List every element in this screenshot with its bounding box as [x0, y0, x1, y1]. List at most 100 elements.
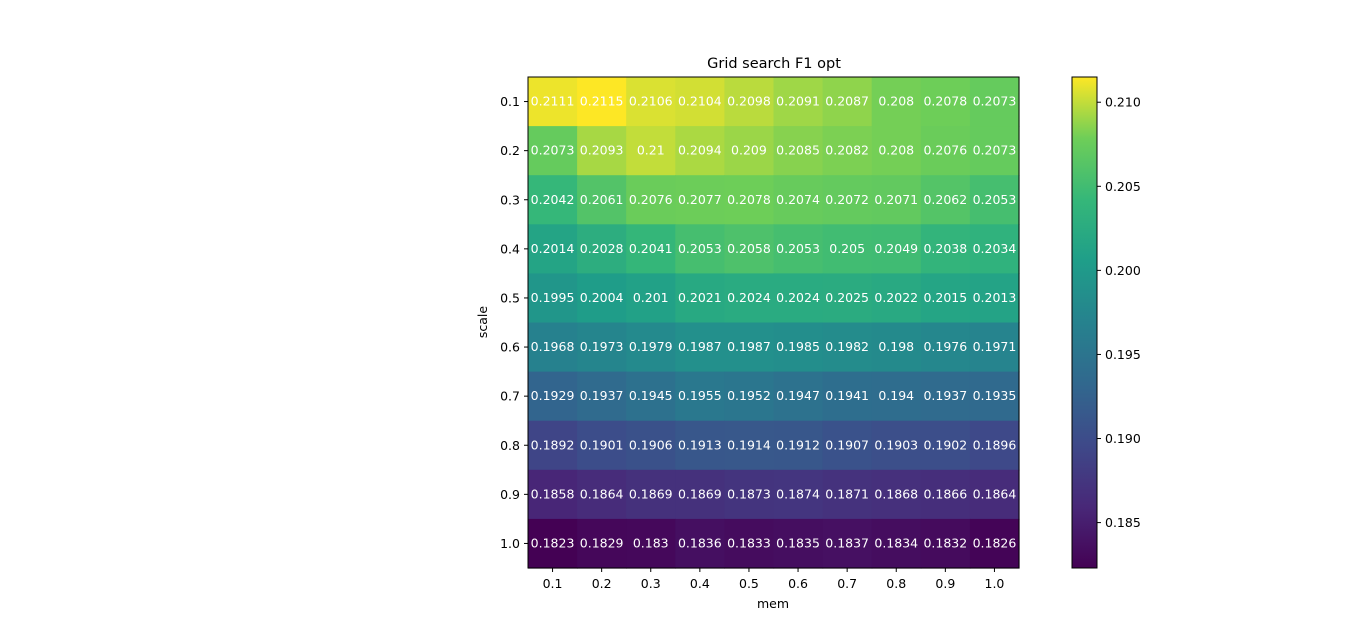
cell-value-label: 0.1826	[973, 535, 1017, 550]
heatmap-cell	[822, 322, 873, 373]
heatmap-cell	[528, 224, 578, 274]
cell-value-label: 0.1971	[973, 339, 1017, 354]
cell-value-label: 0.2058	[727, 241, 771, 256]
heatmap-cell	[822, 371, 873, 422]
heatmap-cell	[528, 273, 578, 324]
cell-value-label: 0.1858	[531, 486, 575, 501]
heatmap-cell	[675, 371, 725, 422]
cell-value-label: 0.1896	[973, 437, 1017, 452]
heatmap-cell	[626, 77, 676, 127]
y-axis-label: scale	[475, 306, 490, 339]
cell-value-label: 0.2087	[825, 94, 869, 109]
heatmap-cell	[871, 77, 922, 127]
cell-value-label: 0.2091	[776, 94, 820, 109]
cell-value-label: 0.1837	[825, 535, 869, 550]
cell-value-label: 0.1833	[727, 535, 771, 550]
heatmap-cell	[969, 371, 1020, 422]
cell-value-label: 0.2076	[923, 143, 967, 158]
cell-value-label: 0.1869	[629, 486, 673, 501]
heatmap-cell	[724, 371, 775, 422]
cell-value-label: 0.1929	[531, 388, 575, 403]
x-tick-label: 0.8	[886, 576, 906, 591]
heatmap-cell	[675, 175, 725, 225]
heatmap-cell	[675, 469, 725, 520]
heatmap-cell	[773, 77, 824, 127]
cell-value-label: 0.1836	[678, 535, 722, 550]
cell-value-label: 0.1829	[580, 535, 624, 550]
heatmap-cell	[871, 371, 922, 422]
heatmap-cell	[871, 518, 922, 569]
heatmap-cell	[871, 126, 922, 176]
heatmap-cell	[626, 371, 676, 422]
x-tick-label: 0.6	[788, 576, 808, 591]
cell-value-label: 0.208	[878, 143, 914, 158]
cell-value-label: 0.2072	[825, 192, 869, 207]
cell-value-label: 0.1982	[825, 339, 869, 354]
heatmap-cell	[528, 77, 578, 127]
x-axis-label: mem	[757, 596, 789, 611]
heatmap-cell	[822, 175, 873, 225]
heatmap-cell	[675, 420, 725, 471]
x-tick-label: 0.7	[837, 576, 857, 591]
cell-value-label: 0.2025	[825, 290, 869, 305]
heatmap-cell	[773, 322, 824, 373]
y-tick-label: 0.5	[500, 290, 520, 305]
cell-value-label: 0.2062	[923, 192, 967, 207]
heatmap-cell	[773, 126, 824, 176]
cell-value-label: 0.1892	[531, 437, 575, 452]
heatmap-cell	[724, 126, 775, 176]
heatmap-cell	[724, 175, 775, 225]
heatmap-cell	[822, 469, 873, 520]
y-tick-label: 0.7	[500, 389, 520, 404]
heatmap-cell	[773, 273, 824, 324]
heatmap-cell	[528, 175, 578, 225]
y-tick-label: 0.4	[500, 241, 520, 256]
plot-frame	[527, 76, 1020, 569]
cell-value-label: 0.1906	[629, 437, 673, 452]
cell-value-label: 0.201	[633, 290, 669, 305]
heatmap-cell	[577, 371, 627, 422]
cell-value-label: 0.2004	[580, 290, 624, 305]
cell-value-label: 0.2049	[874, 241, 918, 256]
cell-value-label: 0.2078	[727, 192, 771, 207]
heatmap-cell	[528, 469, 578, 520]
colorbar-ticks: 0.185 0.190 0.195 0.200 0.205 0.210	[1097, 95, 1141, 530]
heatmap-cell	[675, 273, 725, 324]
x-tick-label: 0.2	[592, 576, 612, 591]
heatmap-cell	[724, 469, 775, 520]
cell-value-label: 0.1987	[678, 339, 722, 354]
heatmap-cell	[773, 518, 824, 569]
cell-value-label: 0.1987	[727, 339, 771, 354]
cell-value-label: 0.1869	[678, 486, 722, 501]
y-tick-label: 0.9	[500, 487, 520, 502]
heatmap-cell	[822, 420, 873, 471]
heatmap-cell	[871, 322, 922, 373]
cell-value-label: 0.2013	[973, 290, 1017, 305]
cell-value-label: 0.1995	[531, 290, 575, 305]
heatmap-cell	[822, 77, 873, 127]
heatmap-cell	[577, 126, 627, 176]
colorbar-tick-label: 0.210	[1105, 95, 1141, 110]
heatmap-cell	[920, 469, 971, 520]
heatmap-cell	[626, 126, 676, 176]
cell-value-label: 0.2104	[678, 94, 722, 109]
cell-value-label: 0.1912	[776, 437, 820, 452]
cell-value-label: 0.2014	[531, 241, 575, 256]
cell-value-label: 0.2053	[973, 192, 1017, 207]
cell-value-label: 0.2038	[923, 241, 967, 256]
x-tick-label: 0.3	[641, 576, 661, 591]
heatmap-cell	[724, 77, 775, 127]
heatmap-cell	[675, 224, 725, 274]
y-tick-label: 0.3	[500, 192, 520, 207]
heatmap-cell	[577, 175, 627, 225]
cell-value-label: 0.1976	[923, 339, 967, 354]
heatmap-cell	[822, 126, 873, 176]
cell-value-label: 0.2073	[531, 143, 575, 158]
cell-value-label: 0.1874	[776, 486, 820, 501]
heatmap-cell	[724, 273, 775, 324]
cell-value-label: 0.1979	[629, 339, 673, 354]
heatmap-cell	[724, 322, 775, 373]
heatmap-cell	[626, 175, 676, 225]
cell-value-label: 0.2022	[874, 290, 918, 305]
cell-value-label: 0.2061	[580, 192, 624, 207]
